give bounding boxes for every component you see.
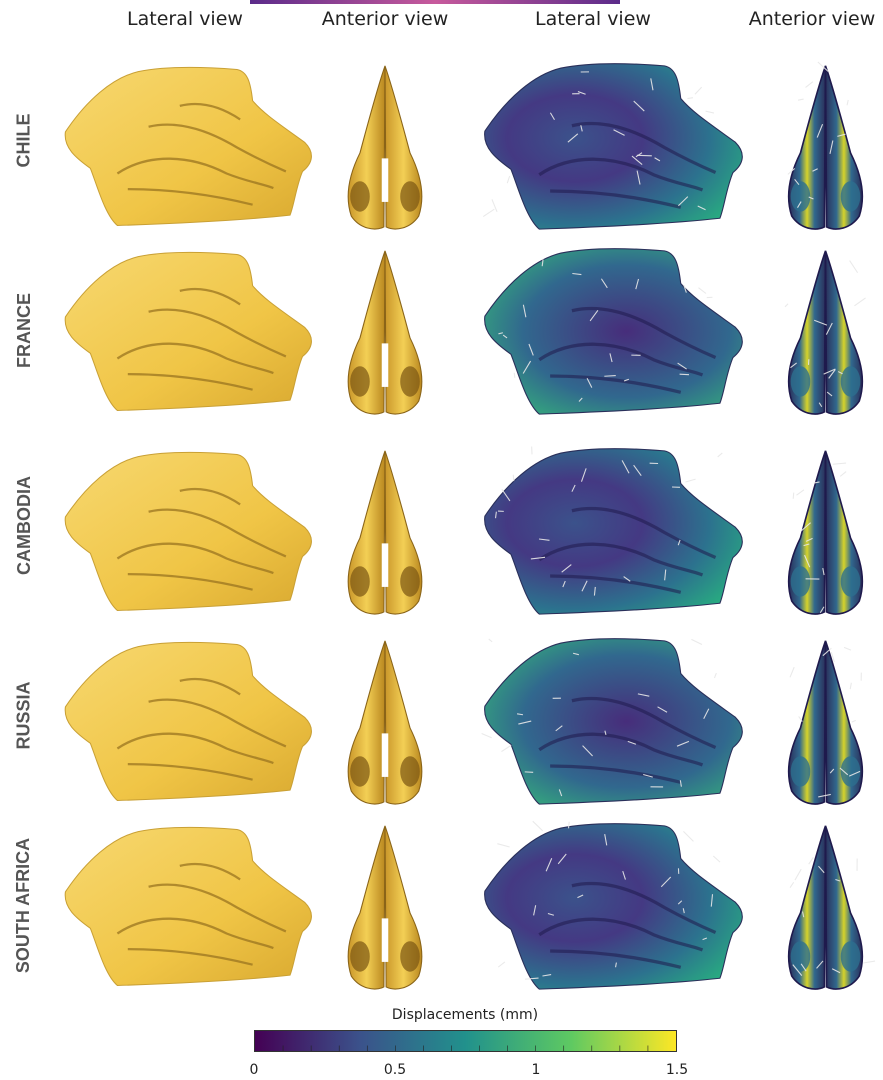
anterior-mesh-south-africa xyxy=(347,825,423,990)
lateral-displacement-south-africa xyxy=(484,820,743,990)
lateral-mesh-south-africa xyxy=(64,826,312,987)
anterior-displacement-chile xyxy=(787,61,864,230)
lateral-displacement-france xyxy=(484,248,743,415)
top-colorbar-fragment xyxy=(250,0,620,4)
row-label-russia: RUSSIA xyxy=(13,680,34,750)
anterior-displacement-south-africa xyxy=(787,825,876,990)
lateral-displacement-russia xyxy=(481,638,743,805)
anterior-displacement-france xyxy=(784,250,866,415)
colorbar xyxy=(254,1030,677,1052)
row-label-cambodia: CAMBODIA xyxy=(13,475,34,575)
row-label-south-africa: SOUTH AFRICA xyxy=(13,837,34,973)
anterior-mesh-russia xyxy=(347,640,423,805)
colorbar-tick-label: 1.5 xyxy=(665,1062,689,1078)
row-label-france: FRANCE xyxy=(13,292,34,368)
lateral-displacement-cambodia xyxy=(484,446,743,615)
col-header-lateral-2: Lateral view xyxy=(535,8,651,30)
anterior-mesh-france xyxy=(347,250,423,415)
row-label-chile: CHILE xyxy=(13,113,34,167)
col-header-anterior-2: Anterior view xyxy=(748,8,876,30)
lateral-mesh-russia xyxy=(64,641,312,802)
anterior-displacement-russia xyxy=(787,640,864,805)
colorbar-tick-label: 1 xyxy=(531,1062,541,1078)
lateral-mesh-france xyxy=(64,251,312,412)
colorbar-tick-label: 0 xyxy=(249,1062,259,1078)
col-header-anterior-1: Anterior view xyxy=(321,8,449,30)
anterior-mesh-chile xyxy=(347,65,423,230)
colorbar-title: Displacements (mm) xyxy=(391,1007,539,1023)
lateral-displacement-chile xyxy=(482,63,743,230)
col-header-lateral-1: Lateral view xyxy=(127,8,243,30)
anterior-mesh-cambodia xyxy=(347,450,423,615)
anterior-displacement-cambodia xyxy=(787,450,864,615)
lateral-mesh-chile xyxy=(64,66,312,227)
colorbar-tick-label: 0.5 xyxy=(383,1062,407,1078)
lateral-mesh-cambodia xyxy=(64,451,312,612)
